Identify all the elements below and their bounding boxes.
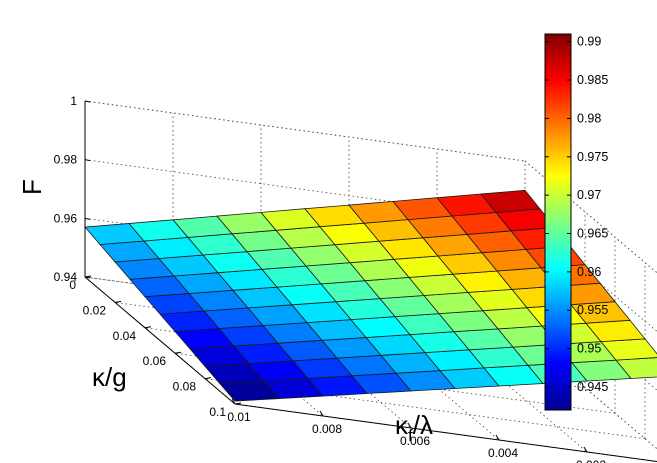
colorbar xyxy=(544,33,572,411)
colorbar-tick-label: 0.99 xyxy=(577,35,601,49)
colorbar-tick-label: 0.955 xyxy=(577,303,608,317)
x-tick-label: 0.008 xyxy=(312,422,342,436)
z-tick-label: 0.98 xyxy=(54,153,78,167)
z-tick-label: 1 xyxy=(70,94,77,108)
y-tick-label: 0.04 xyxy=(113,329,137,343)
x-axis-label-sub: f xyxy=(408,426,413,445)
x-tick-label: 0.002 xyxy=(576,458,606,463)
x-tick-label: 0.004 xyxy=(488,446,518,460)
surface-cell xyxy=(480,189,541,213)
colorbar-tick-label: 0.945 xyxy=(577,380,608,394)
colorbar-ticks: 0.945 0.95 0.955 0.96 0.965 0.97 0.975 0.98 0.98… xyxy=(545,35,608,394)
colorbar-tick-label: 0.96 xyxy=(577,265,601,279)
z-tick-label: 0.94 xyxy=(54,270,78,284)
y-tick-label: 0.1 xyxy=(209,405,226,419)
y-tick-label: 0 xyxy=(69,278,76,292)
y-axis-label: κ/g xyxy=(92,362,127,392)
x-axis-label-tail: /λ xyxy=(413,410,433,440)
surface-mesh xyxy=(84,189,657,402)
y-tick-label: 0.06 xyxy=(143,354,167,368)
colorbar-tick-label: 0.965 xyxy=(577,227,608,241)
colorbar-gradient xyxy=(544,33,572,411)
z-axis-ticks: 0.94 0.96 0.98 1 xyxy=(54,94,78,284)
colorbar-tick-label: 0.98 xyxy=(577,111,601,125)
x-tick-label: 0.01 xyxy=(227,410,251,424)
colorbar-tick-label: 0.95 xyxy=(577,342,601,356)
axis-lines xyxy=(84,100,657,463)
z-axis-label: F xyxy=(17,179,47,195)
x-axis-label-main: κ xyxy=(395,410,409,440)
x-tick-label: 0.006 xyxy=(400,434,430,448)
colorbar-tick-label: 0.985 xyxy=(577,73,608,87)
y-axis-ticks: 0 0.02 0.04 0.06 0.08 0.1 xyxy=(69,278,226,419)
colorbar-tick-label: 0.975 xyxy=(577,150,608,164)
colorbar-tick-label: 0.97 xyxy=(577,188,601,202)
y-tick-label: 0.08 xyxy=(173,380,197,394)
y-tick-label: 0.02 xyxy=(83,303,107,317)
x-axis-label: κf/λ xyxy=(395,410,433,445)
z-tick-label: 0.96 xyxy=(54,211,78,225)
